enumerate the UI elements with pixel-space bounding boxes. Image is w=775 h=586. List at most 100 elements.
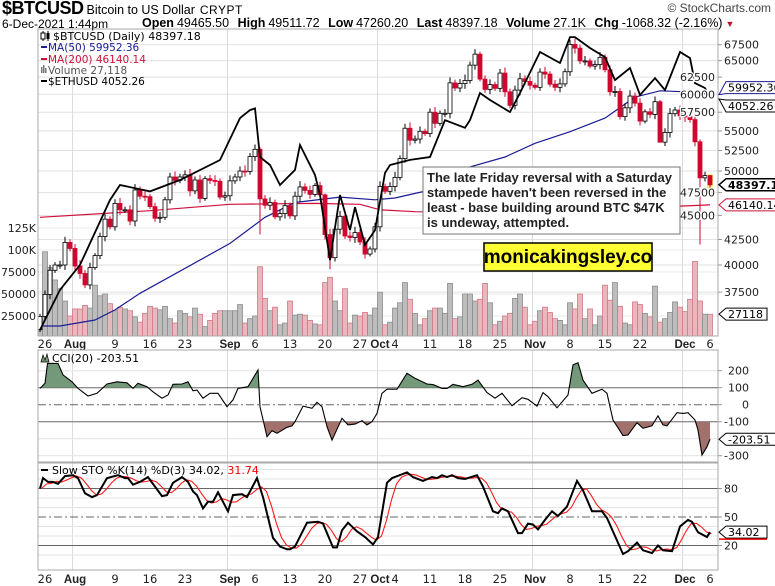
volume-bar xyxy=(682,311,688,336)
sto-label: Slow STO %K(14) %D(3) 34.02, 31.74 xyxy=(52,464,259,477)
candle-body xyxy=(422,130,428,135)
candle-body xyxy=(147,196,153,208)
eth-line xyxy=(39,36,711,331)
volume-bars xyxy=(38,251,713,336)
price-tick-label: 37500 xyxy=(724,286,759,299)
volume-bar xyxy=(302,314,308,336)
date-label: Nov xyxy=(524,339,546,351)
candle-body xyxy=(117,203,123,211)
candle-body xyxy=(197,179,203,199)
candle-body xyxy=(152,206,158,219)
candle-body xyxy=(527,81,533,86)
x-axis-bottom: 26 Aug 9 16 23 Sep 6 13 20 27 Oct 4 11 18 25 Nov 8 15 22 De… xyxy=(38,572,714,586)
candle-icon xyxy=(40,31,50,41)
volume-tick-label: 125K xyxy=(8,222,37,235)
volume-bar xyxy=(517,293,523,336)
volume-bar xyxy=(182,312,188,336)
eth-value-tag-shape xyxy=(718,98,775,113)
date-label: 22 xyxy=(633,337,648,351)
candle-body xyxy=(402,127,408,159)
candle-body xyxy=(457,83,463,89)
candle-body xyxy=(652,101,658,115)
candle-body xyxy=(697,141,703,179)
date-label: 4 xyxy=(391,337,398,351)
ma200-value-tag: 46140.14 xyxy=(718,198,775,212)
volume-bar xyxy=(132,316,138,336)
candle-body xyxy=(202,178,208,199)
candle-body xyxy=(62,242,68,266)
cci-line-layer xyxy=(39,361,711,457)
volume-bar xyxy=(327,276,333,336)
candle-body xyxy=(472,53,478,66)
candle-body xyxy=(562,71,568,85)
candle-body xyxy=(287,205,293,217)
candle-body xyxy=(627,95,633,109)
volume-bar xyxy=(512,297,518,336)
volume-bar xyxy=(612,282,618,336)
volume-bar xyxy=(232,310,238,336)
candle-body xyxy=(412,138,418,141)
price-tick-label: 55000 xyxy=(724,125,759,138)
volume-bar xyxy=(377,291,383,336)
candle-body xyxy=(232,176,238,182)
candle-body xyxy=(587,60,593,67)
volume-bar xyxy=(167,318,173,336)
candle-body xyxy=(617,91,623,118)
date-label: 11 xyxy=(423,337,438,351)
candle-body xyxy=(262,198,268,206)
volume-bar xyxy=(437,307,443,336)
sto-value-tag-shape xyxy=(718,525,768,539)
volume-bar xyxy=(692,261,698,336)
annotation-line: least - base building around BTC $47K xyxy=(427,200,665,215)
candle-body xyxy=(87,267,93,286)
volume-bar xyxy=(602,284,608,336)
candle-body xyxy=(597,56,603,65)
candle-body xyxy=(272,202,278,218)
candle-body xyxy=(337,215,343,230)
candle-body xyxy=(612,91,618,93)
candle-body xyxy=(427,111,433,135)
date-label: Oct xyxy=(370,574,389,586)
price-tick-label: 60000 xyxy=(680,88,715,101)
volume-bar xyxy=(372,307,378,336)
stat-value: 27.1K xyxy=(553,16,586,30)
sto-grid xyxy=(38,463,718,570)
volume-bar xyxy=(217,310,223,336)
candle-body xyxy=(567,43,573,73)
stat-label: Open xyxy=(142,16,174,30)
date-label: Sep xyxy=(219,339,240,351)
volume-bar xyxy=(452,318,458,336)
candle-body xyxy=(447,82,453,114)
volume-bar xyxy=(122,308,128,336)
ma50-value-tag: 59952.36 xyxy=(718,81,775,96)
date-label: 25 xyxy=(493,572,508,586)
volume-bar xyxy=(107,303,113,336)
date-label: 6 xyxy=(251,337,258,351)
volume-bar xyxy=(652,285,658,336)
volume-bar xyxy=(142,312,148,336)
candle-body xyxy=(187,174,193,192)
cci-positive-area xyxy=(40,362,589,388)
sto-label-d: 31.74 xyxy=(227,464,259,477)
annotation-box: The late Friday reversal with a Saturday… xyxy=(422,166,681,235)
volume-bar xyxy=(272,306,278,336)
x-axis-top: 26 Aug 9 16 23 Sep 6 13 20 27 Oct 4 11 18 25 Nov 8 15 22 De… xyxy=(38,337,714,351)
cci-negative-area xyxy=(40,421,710,455)
volume-bar xyxy=(92,284,98,336)
stat-label: Volume xyxy=(506,16,551,30)
volume-bar xyxy=(447,283,453,336)
candle-body xyxy=(662,132,668,143)
volume-value-tag-text: 27118 xyxy=(728,308,763,321)
candle-body xyxy=(222,195,228,198)
ma50-value-tag-text: 59952.36 xyxy=(728,82,775,95)
volume-tick-label: 75000 xyxy=(1,266,36,279)
volume-bar xyxy=(62,300,68,336)
candle-body xyxy=(507,91,513,106)
copyright[interactable]: © StockCharts.com xyxy=(667,1,771,15)
candle-body xyxy=(277,213,283,218)
candle-body xyxy=(97,236,103,257)
volume-bar xyxy=(192,307,198,336)
last-price-tag: 48397.18 xyxy=(717,178,775,192)
volume-bar xyxy=(502,315,508,336)
candle-body xyxy=(82,273,88,286)
